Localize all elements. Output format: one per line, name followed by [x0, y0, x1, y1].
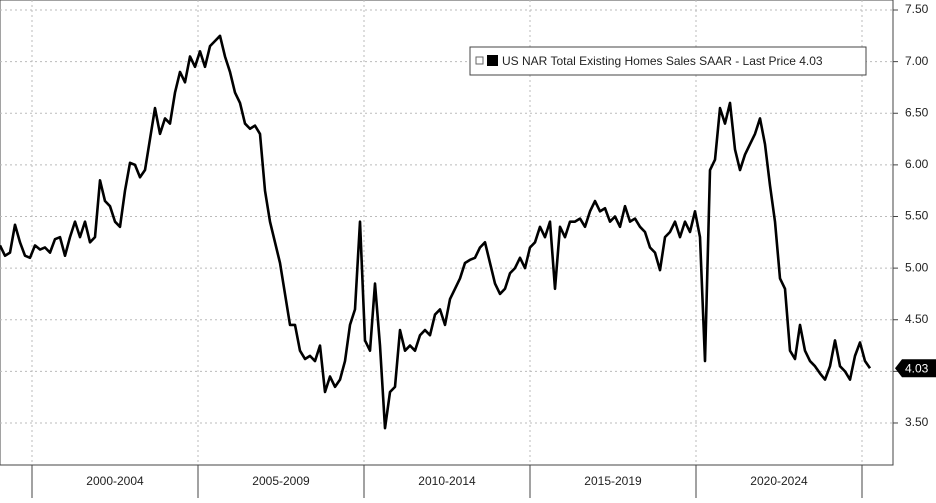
x-tick-label: 2005-2009 [252, 474, 310, 488]
x-tick-label: 2020-2024 [750, 474, 808, 488]
last-price-badge [895, 359, 936, 378]
y-tick-label: 3.50 [905, 415, 929, 429]
x-tick-label: 2000-2004 [86, 474, 144, 488]
legend-box [469, 46, 867, 76]
x-tick-label: 2015-2019 [584, 474, 642, 488]
legend: US NAR Total Existing Homes Sales SAAR -… [469, 46, 867, 76]
legend-label: US NAR Total Existing Homes Sales SAAR -… [502, 54, 823, 68]
y-tick-label: 5.00 [905, 260, 929, 274]
legend-toggle [475, 56, 484, 65]
y-tick-label: 6.50 [905, 105, 929, 119]
plot-frame [0, 0, 894, 466]
y-tick-label: 6.00 [905, 157, 929, 171]
last-price-label: 4.03 [905, 361, 929, 375]
legend-swatch [487, 55, 498, 66]
y-tick-label: 4.50 [905, 312, 929, 326]
x-tick-label: 2010-2014 [418, 474, 476, 488]
y-tick-label: 5.50 [905, 209, 929, 223]
line-series [0, 34, 872, 430]
y-tick-label: 7.50 [905, 2, 929, 16]
y-tick-label: 7.00 [905, 54, 929, 68]
